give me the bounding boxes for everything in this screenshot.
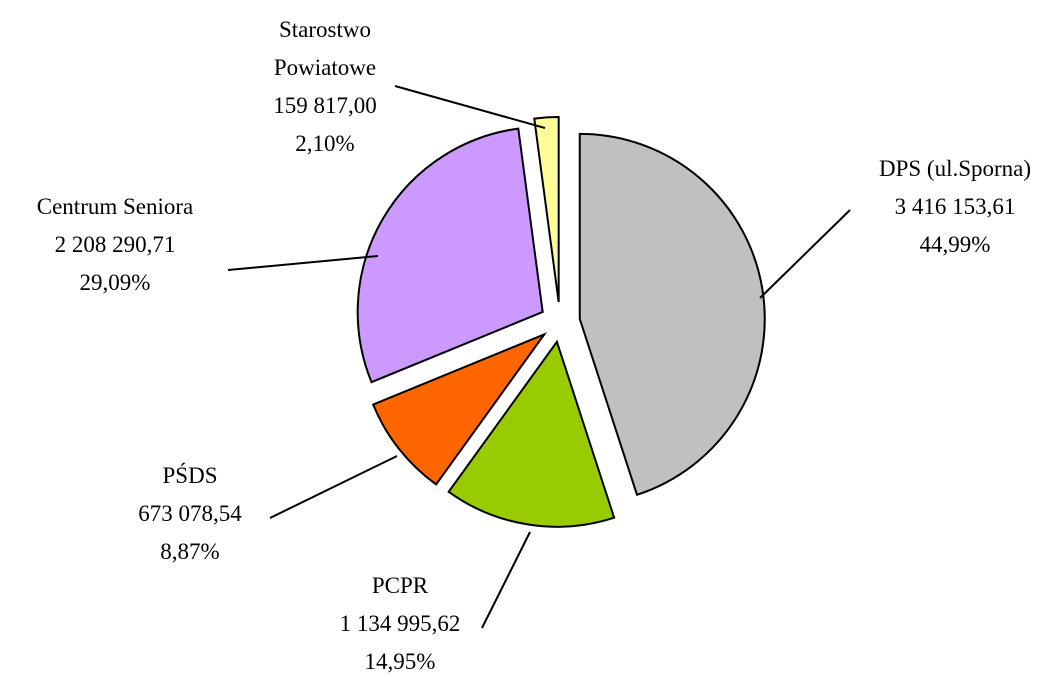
slice-label: PŚDS 673 078,54 8,87% [138,457,242,571]
value-label: 159 817,00 [273,93,377,118]
percent-label: 2,10% [295,131,355,156]
slice-label: DPS (ul.Sporna) 3 416 153,61 44,99% [879,150,1031,264]
category-label: DPS (ul.Sporna) [878,156,1032,181]
value-label: 673 078,54 [138,501,242,526]
pie-slice [356,127,544,384]
leader-line [394,85,546,129]
slice-label: PCPR 1 134 995,62 14,95% [340,567,461,677]
category-label: Starostwo Powiatowe [273,17,377,80]
pie-slice [371,332,548,486]
percent-label: 29,09% [79,270,151,295]
leader-line [269,455,398,519]
pie-slice [533,116,560,303]
value-label: 1 134 995,62 [339,611,461,636]
leader-line [227,255,379,271]
leader-line [759,209,851,299]
percent-label: 44,99% [919,232,991,257]
percent-label: 8,87% [160,539,220,564]
leader-line [481,531,531,629]
percent-label: 14,95% [364,649,436,674]
category-label: PCPR [371,573,429,598]
slice-label: Starostwo Powiatowe 159 817,00 2,10% [250,11,400,163]
category-label: PŚDS [162,463,218,488]
pie-slice [447,339,616,528]
category-label: Centrum Seniora [36,194,194,219]
slice-label: Centrum Seniora 2 208 290,71 29,09% [37,188,194,302]
pie-slice [578,132,766,497]
value-label: 2 208 290,71 [54,232,176,257]
value-label: 3 416 153,61 [894,194,1016,219]
